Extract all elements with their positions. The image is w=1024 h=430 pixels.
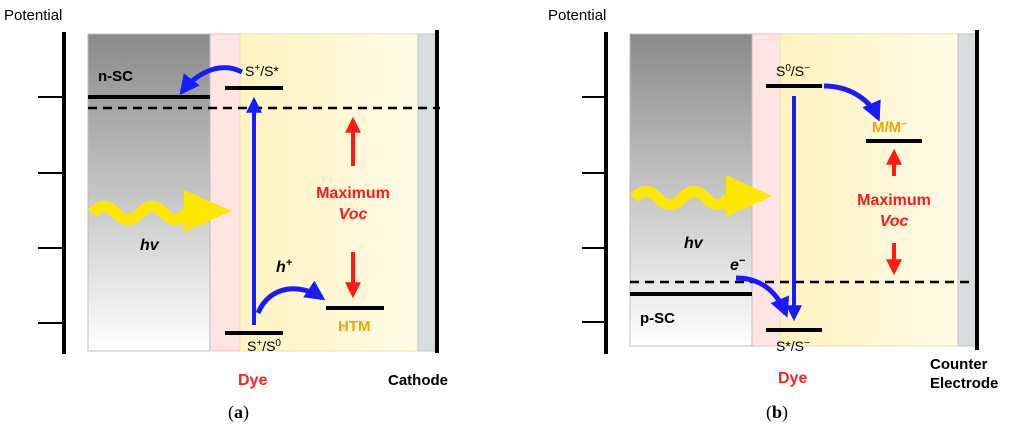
panel-b-dye-top-label: S0/S− <box>776 63 810 80</box>
panel-b-dye-label: Dye <box>778 370 807 387</box>
panel-a: Potential n-SC S+/S* S+/S0 hv h+ Maximum… <box>4 7 448 423</box>
panel-b-counter-line2: Electrode <box>930 375 998 392</box>
panel-a-dye-label: Dye <box>238 372 267 389</box>
panel-a-n-sc-label: n-SC <box>98 68 133 85</box>
panel-a-light-wave-icon <box>87 201 191 225</box>
panel-a-hole-transfer-arrow <box>255 280 326 315</box>
panel-a-cathode-block <box>417 33 437 352</box>
panel-b-max-voc-line1: Maximum <box>857 192 931 209</box>
panel-b-light-arrowhead-icon <box>726 175 772 217</box>
panel-a-htm-label: HTM <box>338 318 371 335</box>
panel-b-axis-title: Potential <box>548 7 606 24</box>
panel-b-p-sc-label: p-SC <box>640 310 675 327</box>
panel-b-electrolyte-zone <box>779 33 959 347</box>
panel-b-mediator-label: M/M− <box>872 119 907 137</box>
panel-b-caption: (b) <box>766 402 788 423</box>
panel-a-max-voc-line1: Maximum <box>316 185 390 202</box>
panel-a-dye-excited-label: S+/S* <box>245 63 279 80</box>
panel-b-counter-line1: Counter <box>930 356 988 373</box>
panel-a-dye-zone <box>209 33 241 352</box>
panel-a-max-voc-line2: Voc <box>339 206 368 223</box>
panel-a-injection-arrow <box>179 65 244 96</box>
panel-b-max-voc-line2: Voc <box>880 213 909 230</box>
panel-a-dye-ground-label: S+/S0 <box>247 338 281 355</box>
panel-a-hole-label: h+ <box>276 257 293 276</box>
panel-b-counter-block <box>957 33 977 347</box>
panel-b-reduction-arrow <box>823 83 881 122</box>
panel-a-axis-title: Potential <box>4 7 62 24</box>
panel-b: Potential S0/S− M/M− S*/S− hv e− p-SC Ma… <box>548 7 998 423</box>
panel-b-dye-bottom-label: S*/S− <box>776 338 810 355</box>
panel-b-axis-ticks <box>582 96 606 323</box>
panel-a-axis-ticks <box>38 96 64 324</box>
panel-b-light-wave-icon <box>629 186 733 210</box>
panel-a-hv-label: hv <box>140 237 160 254</box>
panel-b-electron-transfer-arrow <box>735 275 790 318</box>
panel-a-cathode-label: Cathode <box>388 372 448 389</box>
panel-a-caption: (a) <box>228 402 249 423</box>
panel-b-electron-label: e− <box>730 255 746 274</box>
panel-a-light-arrowhead-icon <box>184 190 232 232</box>
panel-b-hv-label: hv <box>684 235 704 252</box>
